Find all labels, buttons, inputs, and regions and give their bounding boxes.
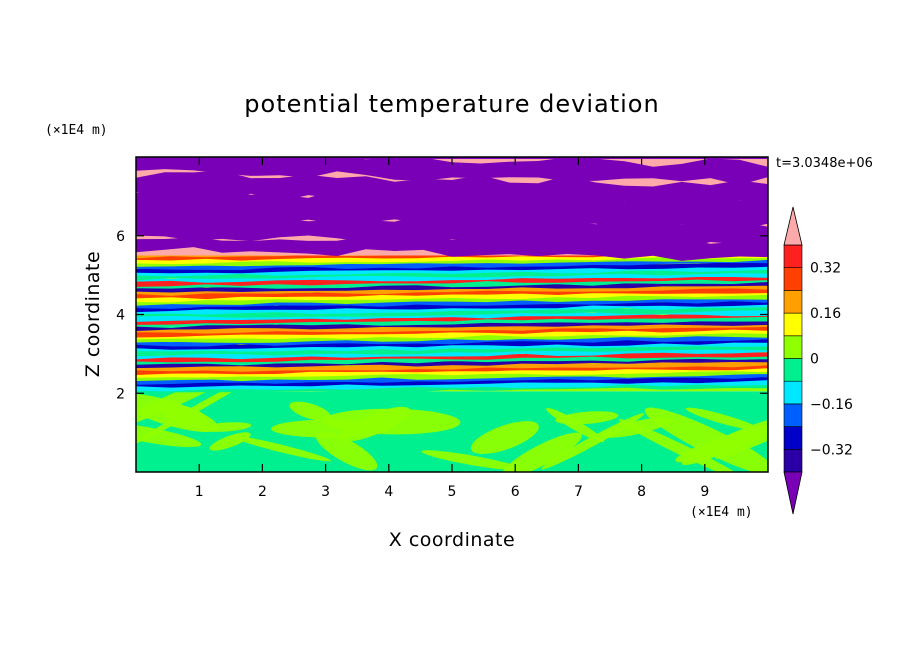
y-tick-label: 6 bbox=[116, 229, 125, 245]
field-streak bbox=[600, 417, 671, 438]
colorbar-segment bbox=[783, 335, 803, 359]
field-streak bbox=[230, 435, 331, 462]
colorbar-tick-label: 0.16 bbox=[810, 306, 841, 322]
field-band-upper bbox=[136, 170, 768, 208]
field-band bbox=[136, 306, 768, 318]
field-band bbox=[136, 360, 768, 372]
field-streak bbox=[644, 407, 768, 472]
colorbar-segment bbox=[783, 426, 803, 450]
colorbar: 0.32 0.16 0 −0.16 −0.32 bbox=[783, 206, 853, 515]
field-band bbox=[136, 272, 768, 283]
field-streak bbox=[322, 408, 461, 435]
x-axis: 1 2 3 4 5 6 7 8 9 bbox=[195, 157, 709, 500]
field-streak bbox=[618, 419, 746, 472]
field-band bbox=[136, 335, 768, 347]
field-streak bbox=[501, 432, 582, 472]
y-axis-label: Z coordinate bbox=[82, 251, 104, 377]
x-tick-label: 3 bbox=[321, 484, 330, 500]
field-streak bbox=[289, 401, 332, 421]
field-streak bbox=[421, 450, 523, 471]
field-streak bbox=[541, 413, 645, 470]
field-band bbox=[136, 258, 768, 270]
field-streak bbox=[715, 425, 768, 459]
field-streak bbox=[136, 422, 202, 448]
colorbar-segment bbox=[783, 244, 803, 269]
colorbar-segment bbox=[783, 403, 803, 427]
field-streak bbox=[685, 407, 760, 431]
x-tick-label: 6 bbox=[511, 484, 520, 500]
time-label: t=3.0348e+06 bbox=[776, 156, 873, 171]
field-streak bbox=[555, 411, 619, 425]
colorbar-segment bbox=[783, 290, 803, 314]
y-tick-label: 2 bbox=[116, 386, 125, 402]
colorbar-extend-high bbox=[783, 206, 803, 246]
colorbar-segment bbox=[783, 267, 803, 291]
colorbar-segment bbox=[783, 312, 803, 337]
x-tick-label: 5 bbox=[448, 484, 457, 500]
x-tick-label: 1 bbox=[195, 484, 204, 500]
field-band-upper bbox=[136, 157, 768, 185]
field-streak bbox=[200, 422, 252, 432]
colorbar-segment bbox=[783, 358, 803, 382]
x-tick-label: 9 bbox=[700, 484, 709, 500]
x-tick-label: 7 bbox=[574, 484, 583, 500]
y-tick-label: 4 bbox=[116, 308, 125, 324]
y-axis: 2 4 6 bbox=[116, 229, 768, 402]
x-axis-label: X coordinate bbox=[389, 529, 515, 551]
colorbar-tick-label: −0.16 bbox=[810, 397, 853, 413]
field-band-upper bbox=[136, 188, 768, 229]
contour-field bbox=[136, 157, 768, 472]
field-streak bbox=[470, 421, 539, 454]
colorbar-segment bbox=[783, 448, 803, 473]
colorbar-tick-label: 0.32 bbox=[810, 261, 841, 277]
field-streak bbox=[315, 431, 378, 471]
colorbar-tick-label: 0 bbox=[810, 352, 819, 368]
colorbar-tick-label: −0.32 bbox=[810, 442, 853, 458]
colorbar-extend-low bbox=[783, 471, 803, 515]
field-band bbox=[136, 291, 768, 303]
chart-title: potential temperature deviation bbox=[244, 90, 659, 118]
field-streak bbox=[163, 405, 208, 430]
x-axis-unit: (×1E4 m) bbox=[690, 505, 753, 520]
x-tick-label: 8 bbox=[637, 484, 646, 500]
field-band bbox=[136, 356, 768, 369]
colorbar-segment bbox=[783, 380, 803, 405]
x-tick-label: 4 bbox=[384, 484, 393, 500]
y-axis-unit: (×1E4 m) bbox=[45, 123, 108, 138]
x-tick-label: 2 bbox=[258, 484, 267, 500]
field-band-upper bbox=[136, 236, 768, 261]
